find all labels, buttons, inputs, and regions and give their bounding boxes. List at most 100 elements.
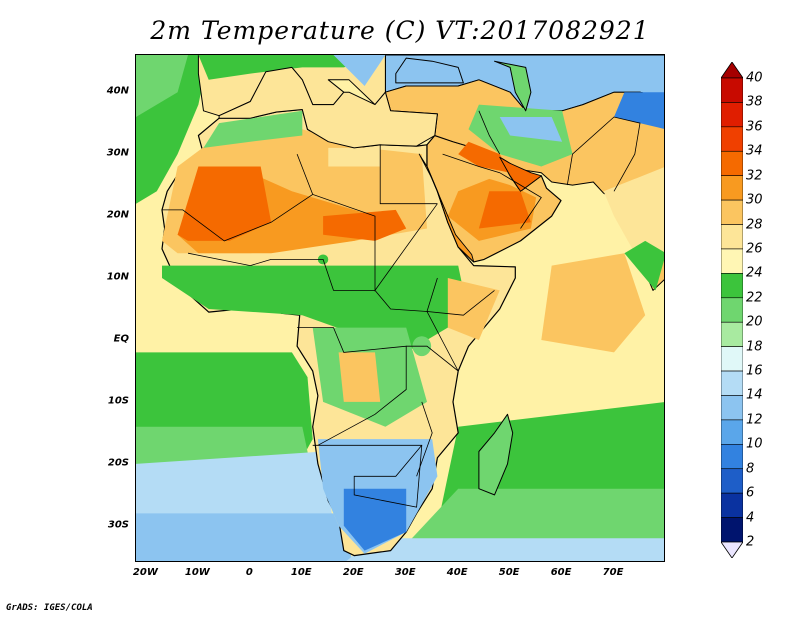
border-sahara-lat (162, 193, 438, 292)
colorbar-tick-label: 38 (746, 94, 763, 110)
colorbar-segment (721, 150, 743, 176)
chart-title: 2m Temperature (C) VT:2017082921 (150, 16, 650, 45)
madagascar-land (478, 413, 514, 496)
lon-tick-label: 30E (394, 567, 416, 578)
colorbar-tick-label: 28 (746, 217, 763, 233)
colorbar-tick-label: 20 (746, 314, 763, 330)
colorbar-tick-label: 6 (746, 485, 755, 501)
lat-tick-label: 40N (106, 85, 129, 97)
colorbar-segment (721, 126, 743, 152)
colorbar-segment (721, 175, 743, 201)
lon-tick-label: 50E (498, 567, 520, 578)
colorbar-tick-label: 24 (746, 265, 763, 281)
colorbar-tick-label: 40 (746, 70, 763, 86)
lon-tick-label: 10E (290, 567, 312, 578)
border-pakistan (566, 116, 641, 192)
black-sea (395, 57, 464, 84)
colorbar-segment (721, 444, 743, 470)
border-south (312, 444, 423, 508)
lat-tick-label: 20N (106, 209, 129, 221)
india-green (624, 240, 664, 291)
colorbar-tick-label: 16 (746, 363, 763, 379)
indian-ocean-light-green (406, 488, 664, 545)
iraq-hot (458, 141, 511, 173)
colorbar-tick-label: 22 (746, 290, 763, 306)
caspian-sea (494, 60, 532, 112)
map-canvas (136, 55, 664, 561)
indian-ocean-cyan (346, 538, 664, 561)
border-arabia (442, 153, 542, 229)
colorbar-tick-label: 36 (746, 119, 763, 135)
atlas-mild (203, 110, 303, 148)
lat-tick-label: 30S (107, 519, 129, 531)
congo-warm (338, 352, 381, 402)
colorbar-under-arrow (721, 541, 743, 558)
lon-tick-label: 70E (602, 567, 624, 578)
colorbar-segment (721, 370, 743, 396)
lat-tick-label: 10N (106, 271, 129, 283)
colorbar-segment (721, 468, 743, 494)
colorbar-tick-label: 32 (746, 168, 763, 184)
border-libya-egypt (379, 144, 438, 205)
colorbar-segment (721, 419, 743, 445)
north-atlantic-cool (136, 55, 188, 117)
border-sudan-south (374, 277, 438, 312)
mediterranean-sea (218, 66, 438, 149)
border-sahel (187, 252, 375, 291)
middle-east-india-land (384, 79, 664, 291)
colorbar-segment (721, 321, 743, 347)
colorbar-segment (721, 102, 743, 128)
lon-tick-label: 0 (245, 567, 253, 578)
lat-tick-label: EQ (113, 333, 129, 345)
colorbar-segment (721, 224, 743, 250)
colorbar-tick-label: 14 (746, 387, 763, 403)
lat-tick-label: 20S (107, 457, 129, 469)
border-mozambique (416, 401, 433, 477)
colorbar-segment (721, 297, 743, 323)
southern-africa-cold (343, 488, 407, 551)
colorbar-segment (721, 199, 743, 225)
libya-mild (328, 147, 381, 167)
sudan-chad-hot (323, 209, 407, 241)
colorbar-segment (721, 492, 743, 518)
colorbar-tick-label: 18 (746, 339, 763, 355)
border-east (406, 290, 495, 372)
iran-blue (499, 117, 563, 142)
colorbar-tick-label: 26 (746, 241, 763, 257)
persian-gulf (499, 156, 542, 192)
colorbar-tick-label: 10 (746, 436, 763, 452)
colorbar-segment (721, 346, 743, 372)
india-warm (603, 167, 664, 254)
mali-mauritania-hot (177, 166, 272, 241)
lon-tick-label: 60E (550, 567, 572, 578)
colorbar-over-arrow (721, 62, 743, 79)
lat-tick-label: 10S (107, 395, 129, 407)
lon-tick-label: 40E (446, 567, 468, 578)
colorbar-segment (721, 248, 743, 274)
grads-credit: GrADS: IGES/COLA (6, 603, 93, 613)
colorbar-segment (721, 395, 743, 421)
arabian-sea-warm (541, 253, 646, 353)
colorbar-tick-label: 4 (746, 510, 755, 526)
colorbar-segment (721, 517, 743, 543)
lon-tick-label: 20E (342, 567, 364, 578)
lon-tick-label: 10W (184, 567, 210, 578)
east-africa-warm (447, 278, 500, 340)
colorbar-tick-label: 12 (746, 412, 763, 428)
colorbar-segment (721, 273, 743, 299)
lat-tick-label: 30N (106, 147, 129, 159)
colorbar-tick-label: 8 (746, 461, 755, 477)
colorbar-tick-label: 34 (746, 143, 763, 159)
south-atlantic-blue (136, 513, 354, 561)
colorbar (721, 62, 743, 558)
colorbar-tick-label: 2 (746, 534, 755, 550)
lon-tick-label: 20W (132, 567, 158, 578)
border-iran-iraq (478, 110, 501, 155)
red-sea (418, 153, 475, 263)
border-algeria-libya (296, 153, 314, 195)
colorbar-segment (721, 77, 743, 103)
colorbar-tick-label: 30 (746, 192, 763, 208)
balkans-blue (333, 55, 386, 86)
arabia-interior-hot (478, 191, 531, 229)
temperature-map (135, 54, 665, 562)
